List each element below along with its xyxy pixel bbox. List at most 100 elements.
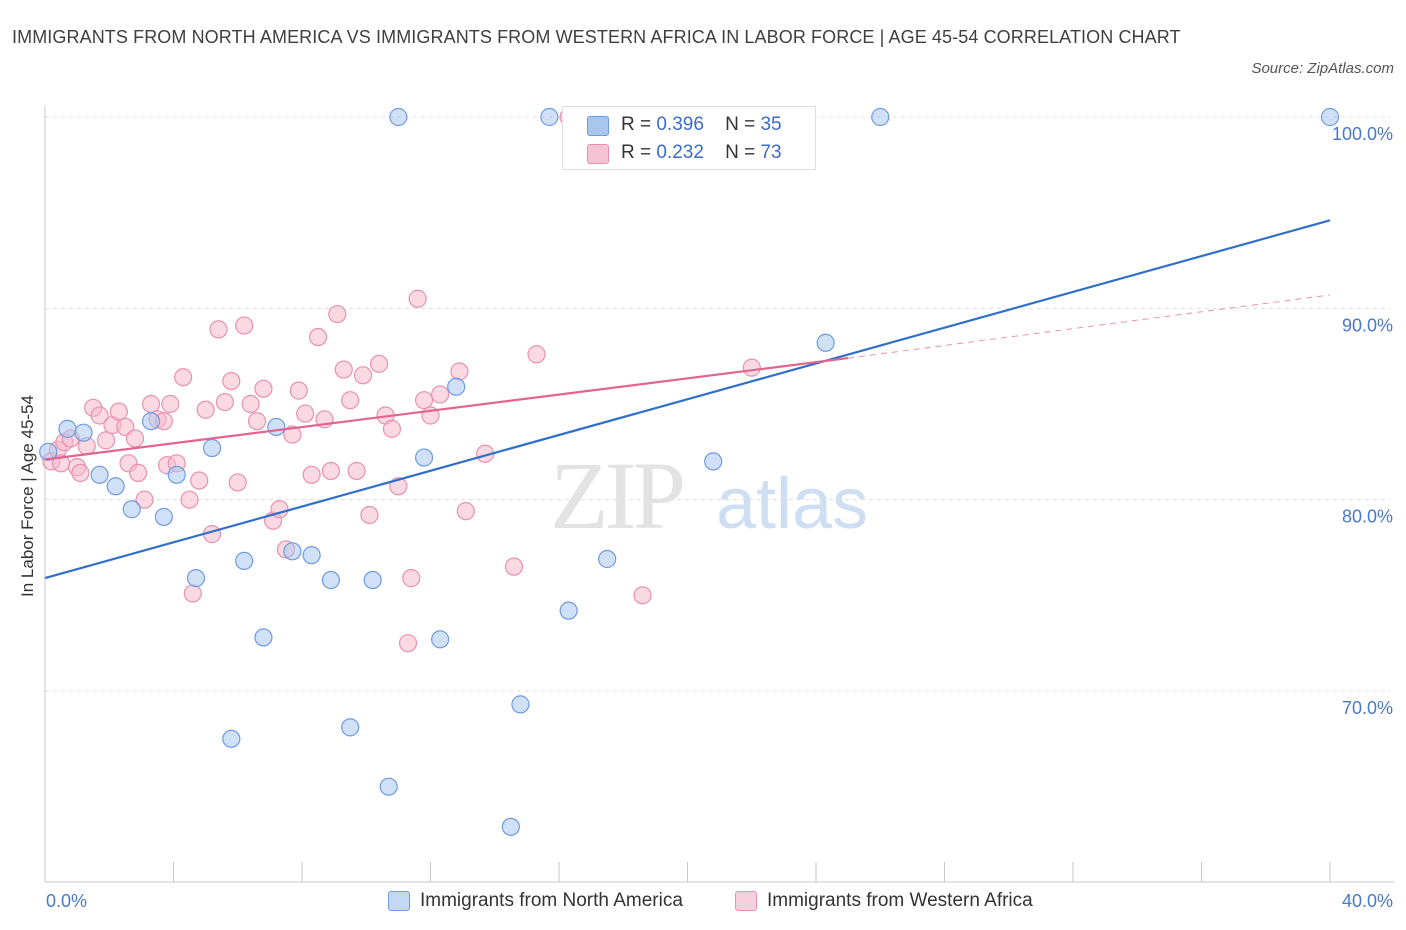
legend-r-label: R = (621, 142, 652, 163)
point-western-africa (174, 368, 193, 387)
point-western-africa (742, 358, 761, 377)
point-north-america (414, 448, 434, 467)
point-north-america (283, 542, 302, 561)
point-western-africa (370, 354, 389, 373)
legend-n-label: N = (725, 142, 756, 163)
chart-title: IMMIGRANTS FROM NORTH AMERICA VS IMMIGRA… (12, 27, 1181, 47)
point-western-africa (141, 394, 161, 414)
point-western-africa (633, 586, 652, 605)
point-western-africa (180, 490, 199, 509)
point-western-africa (341, 391, 360, 410)
point-north-america (254, 628, 273, 647)
point-north-america (202, 438, 222, 458)
trendline-western-africa (44, 356, 849, 461)
point-western-africa (71, 463, 90, 482)
point-western-africa (254, 379, 273, 398)
point-north-america (222, 729, 241, 748)
point-western-africa (504, 557, 524, 576)
point-western-africa (450, 362, 469, 381)
point-western-africa (228, 473, 247, 492)
point-western-africa (334, 360, 353, 379)
legend-label: Immigrants from North America (420, 890, 683, 911)
point-western-africa (161, 394, 180, 414)
legend-n-value: 35 (760, 114, 782, 135)
point-western-africa (125, 429, 145, 448)
point-north-america (58, 419, 77, 438)
point-western-africa (183, 584, 202, 603)
point-north-america (447, 377, 466, 396)
point-western-africa (527, 345, 546, 364)
point-north-america (379, 777, 398, 796)
point-north-america (186, 569, 206, 588)
legend-r-value: 0.396 (656, 114, 704, 135)
point-western-africa (215, 392, 234, 412)
point-western-africa (382, 419, 402, 438)
y-tick-label: 90.0% (1342, 315, 1393, 335)
point-western-africa (129, 463, 148, 482)
x-tick-max: 40.0% (1341, 891, 1393, 911)
point-north-america (816, 333, 835, 352)
point-north-america (431, 630, 450, 649)
point-north-america (122, 500, 141, 519)
legend-swatch-blue (587, 116, 609, 136)
point-north-america (363, 570, 382, 590)
point-north-america (559, 601, 578, 620)
point-north-america (389, 107, 408, 127)
point-western-africa (414, 391, 434, 410)
point-western-africa (308, 327, 328, 347)
point-western-africa (90, 406, 109, 425)
point-western-africa (431, 385, 450, 404)
point-western-africa (241, 394, 260, 414)
point-western-africa (96, 431, 116, 450)
y-tick-label: 80.0% (1342, 507, 1393, 527)
watermark-atlas: atlas (716, 464, 868, 544)
point-western-africa (402, 569, 421, 588)
point-western-africa (209, 320, 228, 339)
point-north-america (106, 477, 125, 496)
point-western-africa (398, 634, 418, 653)
point-western-africa (235, 316, 254, 335)
point-north-america (90, 465, 109, 484)
point-north-america (511, 695, 530, 714)
point-western-africa (360, 505, 379, 525)
point-north-america (540, 107, 559, 127)
point-western-africa (109, 402, 128, 421)
point-north-america (74, 423, 93, 442)
point-north-america (235, 551, 254, 570)
zipatlas-watermark: ZIP atlas (550, 442, 868, 549)
point-western-africa (302, 465, 321, 484)
point-north-america (267, 417, 286, 437)
point-north-america (321, 570, 341, 590)
legend-r-value: 0.232 (656, 142, 704, 163)
point-western-africa (328, 304, 347, 324)
point-western-africa (222, 371, 241, 391)
point-north-america (39, 442, 58, 461)
legend-swatch-pink (587, 144, 609, 164)
point-western-africa (135, 490, 154, 509)
point-western-africa (190, 471, 209, 490)
x-tick-min: 0.0% (46, 891, 88, 911)
legend-n-value: 73 (760, 142, 782, 163)
legend-r-label: R = (621, 114, 652, 135)
point-north-america (154, 507, 173, 526)
point-western-africa (283, 425, 302, 444)
point-western-africa (321, 461, 341, 481)
legend-swatch-pink (735, 891, 757, 911)
point-western-africa (408, 289, 427, 308)
point-north-america (871, 107, 890, 127)
point-north-america (302, 546, 321, 565)
point-western-africa (347, 461, 366, 481)
point-north-america (167, 465, 186, 484)
trendline-western-africa-extension (848, 294, 1331, 359)
point-western-africa (353, 366, 373, 385)
watermark-zip: ZIP (550, 442, 683, 549)
source-label: Source: ZipAtlas.com (1251, 60, 1394, 77)
point-north-america (501, 817, 520, 836)
point-western-africa (289, 381, 308, 400)
legend-n-label: N = (725, 114, 756, 135)
point-western-africa (247, 412, 267, 431)
legend-label: Immigrants from Western Africa (767, 890, 1033, 911)
point-north-america (704, 452, 723, 471)
point-north-america (141, 412, 161, 431)
